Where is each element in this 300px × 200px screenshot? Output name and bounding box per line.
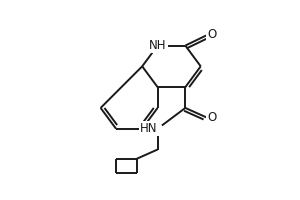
Text: O: O [208, 28, 217, 41]
Text: HN: HN [140, 122, 158, 135]
Text: O: O [208, 111, 217, 124]
Text: NH: NH [149, 39, 167, 52]
